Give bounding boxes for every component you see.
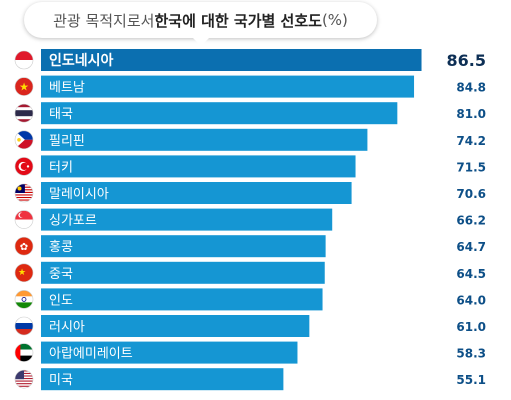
bar-row: 태국 81.0 xyxy=(14,102,494,125)
title-bold: 한국에 대한 국가별 선호도 xyxy=(154,11,322,30)
value-label: 74.2 xyxy=(456,134,486,148)
category-label: 아랍에미레이트 xyxy=(49,347,133,362)
hongkong-flag-icon: ✿ xyxy=(14,236,34,256)
value-label: 66.2 xyxy=(456,214,486,228)
category-label: 싱가포르 xyxy=(49,214,97,229)
bar-row: 미국 55.1 xyxy=(14,368,494,391)
thailand-flag-icon xyxy=(14,103,34,123)
bar-row: 필리핀 74.2 xyxy=(14,128,494,151)
category-label: 베트남 xyxy=(49,81,85,96)
bar-row: 러시아 61.0 xyxy=(14,315,494,337)
bar-row: 아랍에미레이트 58.3 xyxy=(14,341,494,364)
singapore-flag-icon xyxy=(14,210,34,229)
category-label: 홍콩 xyxy=(49,240,73,255)
category-label: 말레이시아 xyxy=(49,187,109,202)
category-label: 인도 xyxy=(49,293,73,308)
value-label: 86.5 xyxy=(447,51,486,70)
value-label: 64.5 xyxy=(456,267,486,281)
turkey-flag-icon xyxy=(14,157,34,176)
bar-row: ✿ 홍콩 64.7 xyxy=(14,235,494,258)
category-label: 중국 xyxy=(49,267,73,282)
bar-row: 싱가포르 66.2 xyxy=(14,208,494,231)
category-label: 터키 xyxy=(49,160,73,175)
bar-row: 인도 64.0 xyxy=(14,288,494,311)
bar-7 xyxy=(41,208,333,231)
category-label: 미국 xyxy=(49,373,73,388)
russia-flag-icon xyxy=(14,316,34,336)
value-label: 64.7 xyxy=(456,240,486,254)
bar-row: 터키 71.5 xyxy=(14,155,494,178)
philippines-flag-icon xyxy=(14,130,34,150)
value-label: 61.0 xyxy=(456,320,486,334)
indonesia-flag-icon xyxy=(14,50,34,70)
value-label: 81.0 xyxy=(456,107,486,121)
value-label: 71.5 xyxy=(456,160,486,174)
bar-row: ★ 베트남 84.8 xyxy=(14,75,494,98)
bar-6 xyxy=(41,182,352,204)
value-label: 58.3 xyxy=(456,347,486,361)
bar-9 xyxy=(41,261,325,284)
india-flag-icon xyxy=(14,290,34,309)
usa-flag-icon xyxy=(14,369,34,389)
value-label: 70.6 xyxy=(456,187,486,201)
svg-text:★: ★ xyxy=(19,81,29,94)
category-label: 인도네시아 xyxy=(49,52,114,69)
value-label: 84.8 xyxy=(456,81,486,95)
china-flag-icon: ★ xyxy=(14,263,34,283)
category-label: 필리핀 xyxy=(49,134,85,149)
bar-10 xyxy=(41,288,323,311)
bar-row: ★ 중국 64.5 xyxy=(14,261,494,284)
value-label: 55.1 xyxy=(456,373,486,387)
bar-1 xyxy=(41,49,422,71)
category-label: 러시아 xyxy=(49,320,85,335)
svg-text:★: ★ xyxy=(18,268,26,278)
svg-text:✿: ✿ xyxy=(20,242,28,253)
category-label: 태국 xyxy=(49,107,73,122)
bar-row: 말레이시아 70.6 xyxy=(14,182,494,204)
chart-title: 관광 목적지로서 한국에 대한 국가별 선호도 (%) xyxy=(24,2,377,46)
bar-5 xyxy=(41,155,356,178)
bar-4 xyxy=(41,128,368,151)
bar-11 xyxy=(41,315,310,337)
bar-8 xyxy=(41,235,326,258)
bar-2 xyxy=(41,75,415,98)
bar-13 xyxy=(41,368,284,391)
title-tail: (%) xyxy=(321,11,348,29)
title-lead: 관광 목적지로서 xyxy=(53,11,155,30)
bar-3 xyxy=(41,102,398,125)
uae-flag-icon xyxy=(14,343,34,362)
value-label: 64.0 xyxy=(456,293,486,307)
malaysia-flag-icon xyxy=(14,183,34,203)
bar-12 xyxy=(41,341,298,364)
vietnam-flag-icon: ★ xyxy=(14,77,34,96)
bar-row: 인도네시아 86.5 xyxy=(14,49,494,71)
